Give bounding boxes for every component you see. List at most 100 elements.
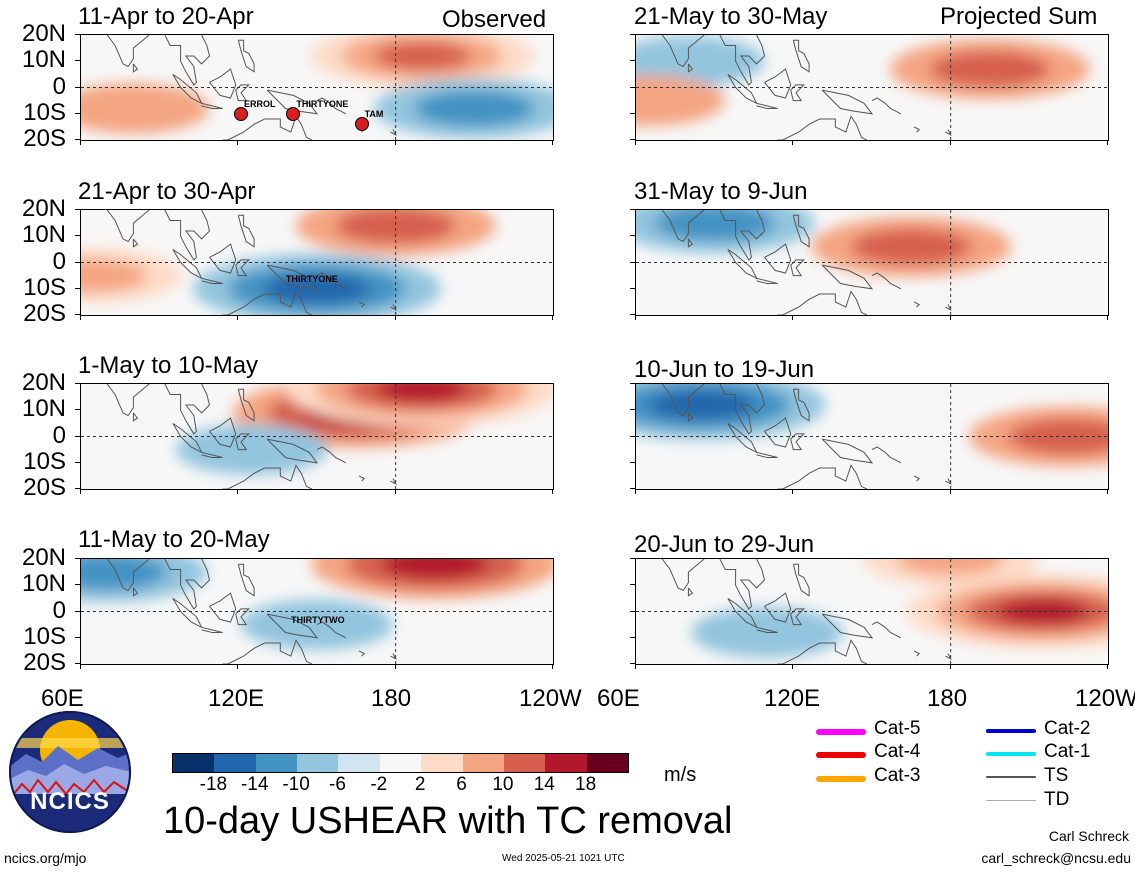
coastline	[727, 73, 758, 105]
coastline	[164, 35, 211, 86]
x-tick	[635, 489, 636, 494]
storm-label: THIRTYONE	[296, 98, 349, 109]
x-tick	[237, 140, 239, 145]
colorbar-cell	[586, 754, 628, 772]
footer-author: Carl Schreck	[1048, 828, 1129, 844]
shear-contour	[381, 559, 489, 580]
panel-title: 21-Apr to 30-Apr	[78, 178, 256, 205]
footer-email[interactable]: carl_schreck@ncsu.edu	[981, 850, 1131, 866]
shear-contour	[414, 90, 535, 127]
coastline	[661, 210, 705, 243]
shear-contour	[81, 559, 168, 591]
y-tick	[75, 60, 80, 62]
coastline	[821, 89, 874, 115]
coastline	[764, 592, 792, 623]
shear-field	[81, 210, 553, 315]
coastline	[209, 592, 237, 623]
cyclone-marker-icon	[286, 106, 301, 121]
x-tick	[949, 489, 951, 494]
y-tick-label: 0	[52, 596, 66, 624]
ncics-logo: NCICS	[8, 710, 132, 834]
coastline	[164, 210, 211, 261]
y-tick-label: 10N	[21, 570, 66, 598]
coastline	[222, 639, 313, 664]
coastline	[316, 97, 347, 115]
coastline	[201, 102, 223, 109]
legend-swatch	[986, 776, 1036, 778]
coastline	[237, 39, 255, 73]
coastline	[222, 290, 313, 315]
y-tick	[630, 584, 635, 586]
shear-contour	[376, 384, 468, 402]
y-tick	[630, 287, 635, 289]
coastline	[756, 626, 778, 633]
map-panel	[80, 383, 554, 490]
colorbar-tick-label: 10	[492, 774, 514, 795]
x-tick-label: 180	[371, 685, 412, 712]
coastline	[790, 84, 805, 102]
shear-field	[81, 35, 553, 140]
storm-label: TAM	[364, 109, 384, 120]
coastline	[790, 608, 805, 626]
y-tick-label: 20N	[21, 20, 66, 47]
colorbar-cell	[338, 754, 381, 772]
x-tick	[635, 664, 636, 669]
shear-contour	[654, 210, 775, 242]
y-tick	[630, 636, 635, 638]
colorbar-tick-label: 2	[414, 774, 426, 795]
shear-contour	[373, 42, 470, 70]
coastline	[777, 639, 868, 664]
coastline	[390, 478, 397, 485]
coastline	[106, 210, 150, 243]
shear-contour	[81, 83, 210, 134]
coastline	[106, 35, 150, 68]
x-tick	[792, 315, 794, 320]
x-tick	[552, 140, 553, 145]
coastline	[764, 417, 792, 448]
shear-contour	[241, 599, 393, 650]
y-tick	[630, 435, 635, 437]
coastline	[316, 446, 347, 464]
colorbar-cell	[379, 754, 423, 772]
coastline	[777, 290, 868, 315]
y-tick	[75, 636, 80, 638]
coastline	[687, 238, 694, 248]
y-tick-label: 20S	[23, 125, 66, 152]
shear-contour	[175, 424, 328, 475]
x-tick	[792, 140, 794, 145]
map-panel	[635, 209, 1109, 316]
x-tick-label: 120E	[764, 685, 821, 712]
x-tick	[635, 315, 636, 320]
coastline	[266, 438, 319, 464]
y-tick-label: 20N	[21, 544, 66, 571]
legend-label: Cat-4	[874, 741, 921, 762]
coastline	[790, 259, 805, 277]
panel-title: 31-May to 9-Jun	[634, 178, 808, 205]
y-tick-label: 10S	[23, 447, 66, 475]
y-tick	[630, 488, 635, 489]
coastline	[132, 63, 139, 73]
coastline	[201, 626, 223, 633]
colorbar-cell	[214, 754, 257, 772]
coastline	[764, 243, 792, 274]
y-tick	[630, 34, 635, 35]
footer-url[interactable]: ncics.org/mjo	[4, 850, 87, 866]
x-tick	[394, 664, 396, 669]
colorbar-cell	[173, 754, 216, 772]
shear-contour	[636, 75, 726, 126]
coastline	[316, 272, 347, 290]
coastline	[871, 621, 902, 639]
panel-title: 10-Jun to 19-Jun	[634, 356, 815, 383]
coastline	[132, 587, 139, 597]
x-tick	[792, 664, 794, 669]
projected-label: Projected Sum	[940, 3, 1098, 30]
colorbar-cell	[297, 754, 340, 772]
coastline	[719, 35, 766, 86]
y-tick	[75, 409, 80, 411]
legend-swatch	[816, 776, 866, 782]
storm-label: ERROL	[243, 98, 276, 109]
y-tick-label: 0	[52, 72, 66, 100]
coastline	[132, 238, 139, 248]
y-tick	[75, 112, 80, 114]
coastline	[237, 214, 255, 248]
